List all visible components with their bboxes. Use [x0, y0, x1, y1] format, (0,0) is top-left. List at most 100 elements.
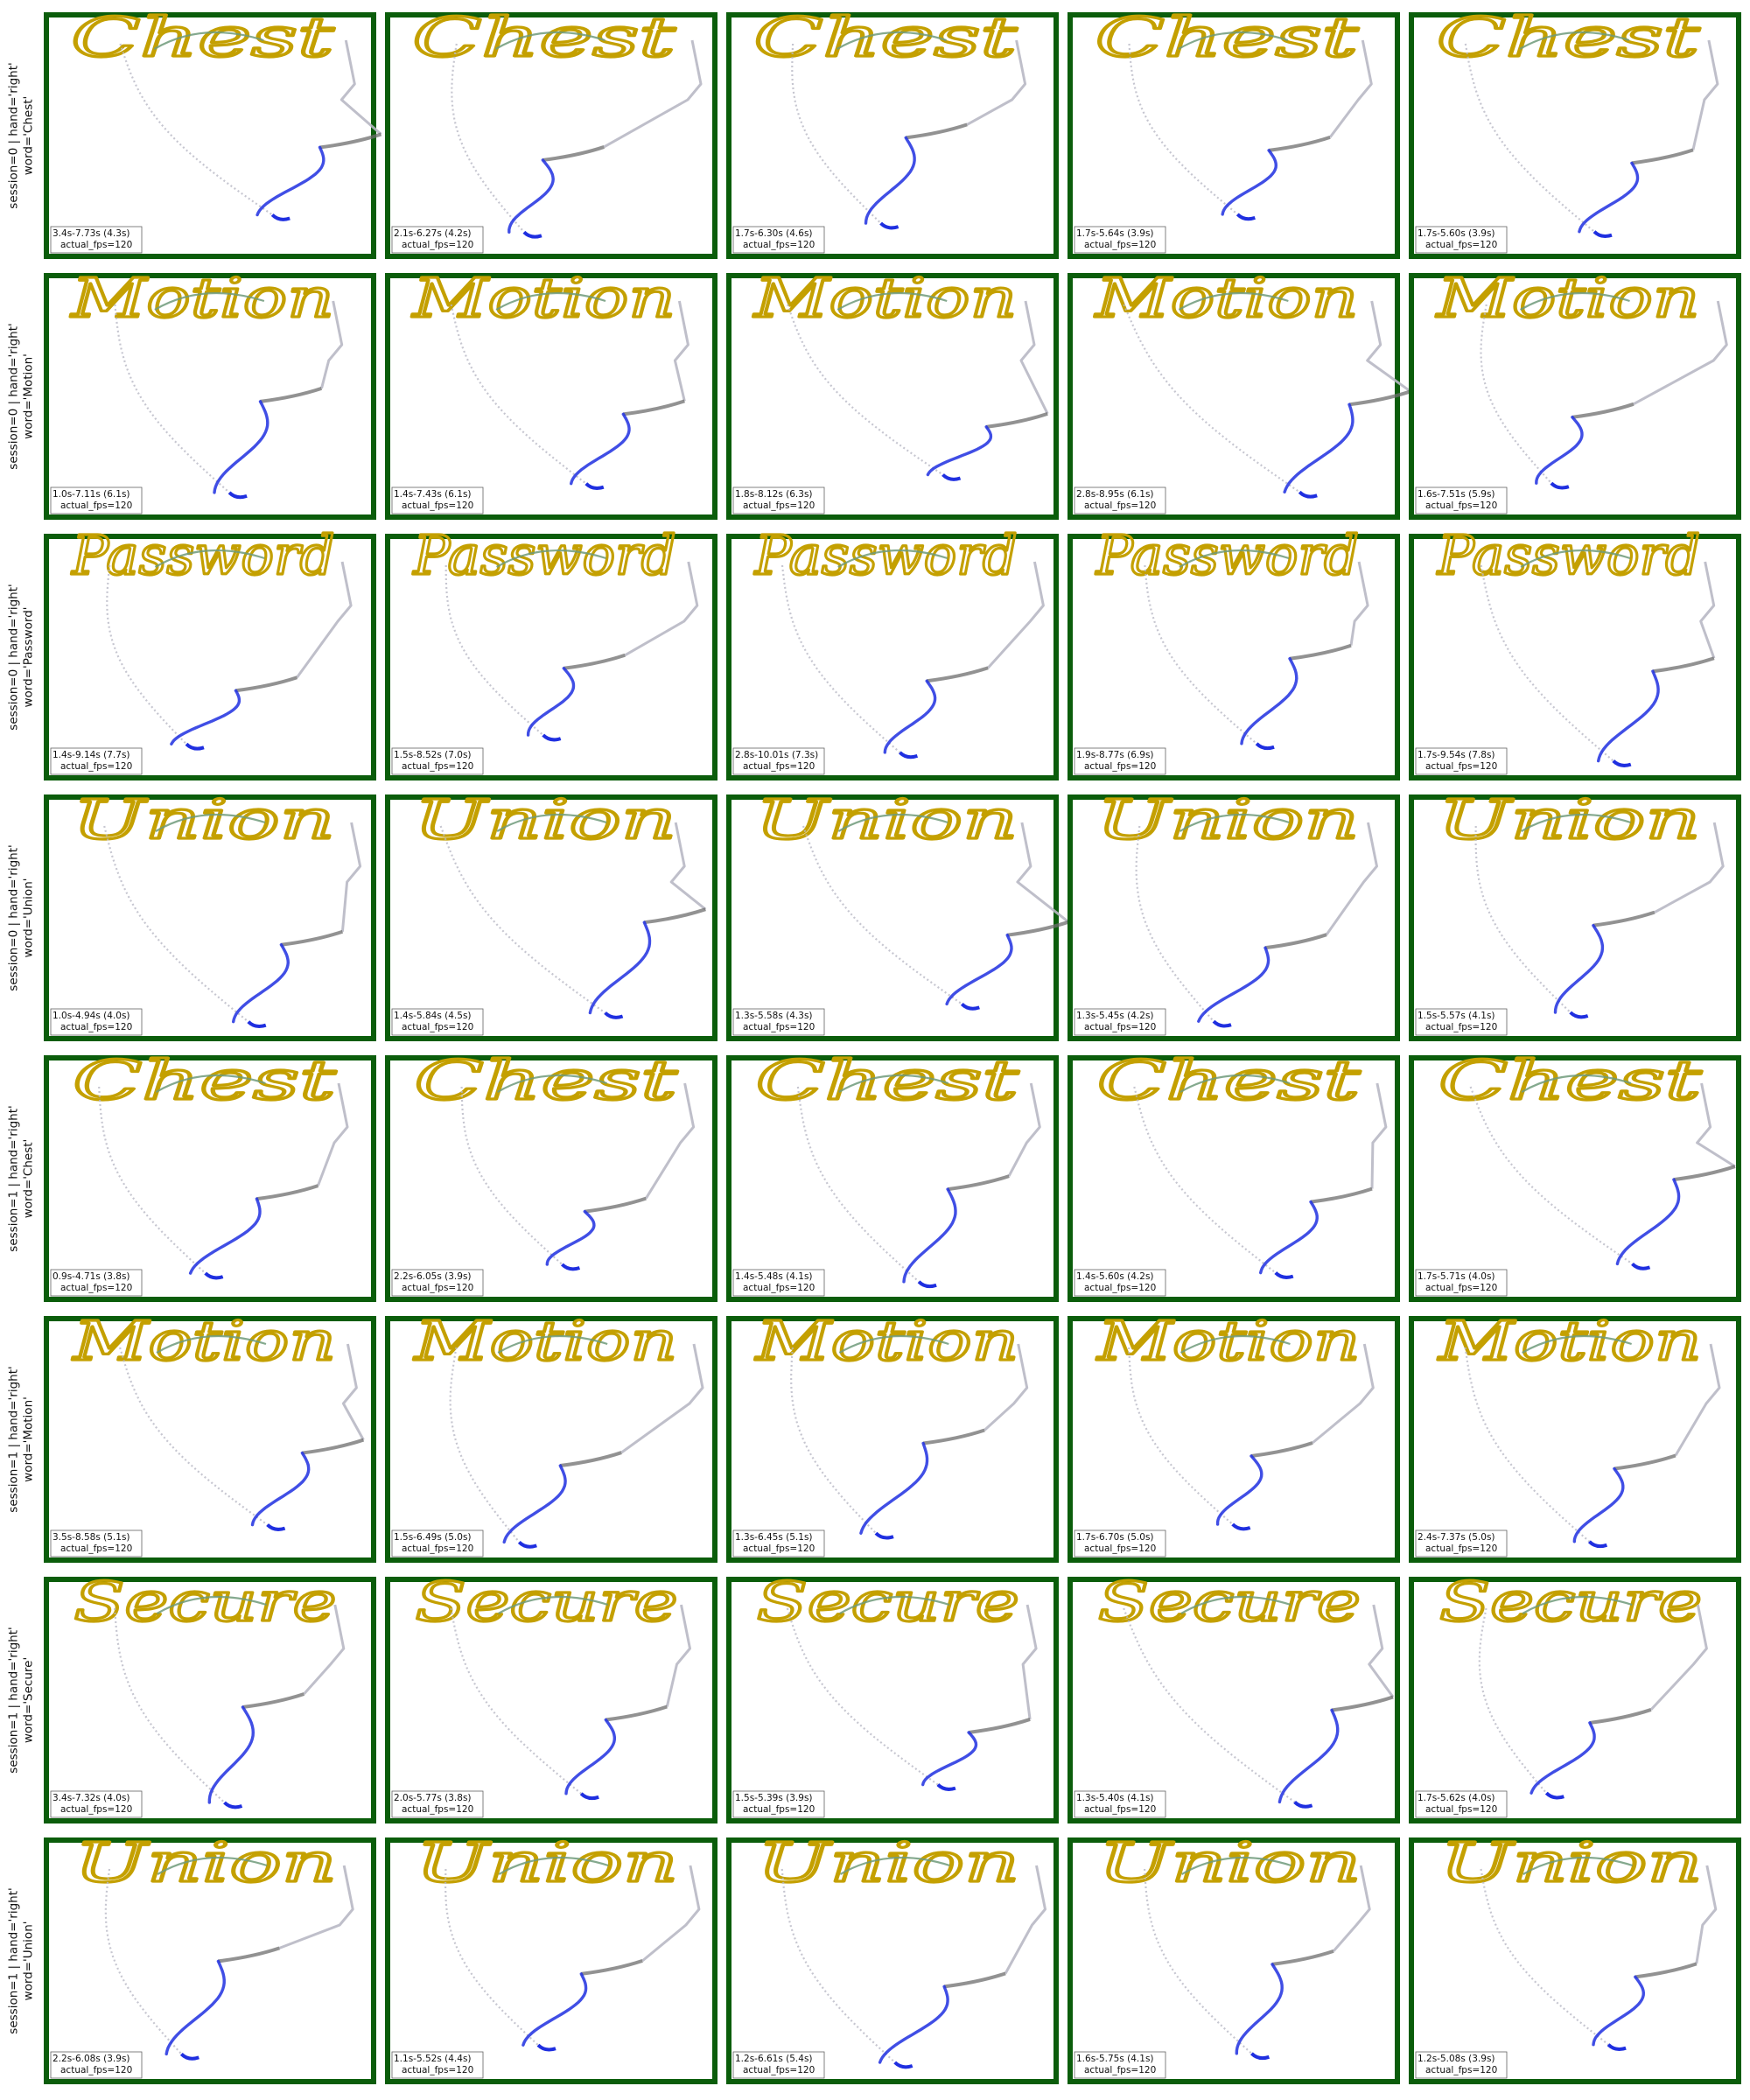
trajectory-transition-segment [985, 411, 1048, 429]
trajectory-approach-segment [526, 667, 576, 737]
fps-label: actual_fps=120 [402, 240, 473, 250]
trajectory-transition-segment [302, 1438, 365, 1455]
letter-connector-stroke [494, 31, 606, 50]
trajectory-approach-segment [1197, 946, 1270, 1023]
info-box [391, 1530, 484, 1558]
trajectory-approach-segment [1283, 402, 1354, 494]
trajectory-approach-segment [164, 1959, 226, 2056]
row-label-line2: word='Union' [22, 878, 37, 958]
trajectory-transition-segment [644, 907, 706, 925]
trajectory-travel-path [1464, 1347, 1591, 1543]
trajectory-approach-segment [859, 1441, 929, 1535]
handwritten-word-trace: Chest [1437, 5, 1699, 69]
trajectory-return-path [1696, 1082, 1736, 1168]
trajectory-tip-hook [936, 1783, 956, 1791]
handwritten-word-trace: Chest [415, 1048, 677, 1112]
trajectory-panel: Union 1.5s-5.57s (4.1s)actual_fps=120 [1409, 786, 1741, 1041]
trajectory-return-path [987, 561, 1045, 669]
letter-connector-stroke [156, 1334, 267, 1354]
trajectory-tip-hook [960, 1002, 980, 1011]
letter-connector-stroke [1521, 1074, 1632, 1093]
trajectory-approach-segment [250, 1451, 311, 1527]
trajectory-travel-path [780, 564, 901, 753]
time-range-label: 1.2s-5.08s (3.9s) [1418, 2054, 1495, 2064]
handwritten-word-trace: Motion [73, 1309, 336, 1373]
trajectory-return-path [1649, 1604, 1708, 1711]
time-range-label: 3.4s-7.73s (4.3s) [52, 228, 130, 239]
fps-label: actual_fps=120 [743, 2065, 815, 2076]
handwritten-word-trace: Secure [74, 1570, 337, 1634]
handwritten-word-trace: Union [757, 1830, 1019, 1894]
trajectory-panel: Chest 1.7s-6.30s (4.6s)actual_fps=120 [726, 4, 1059, 259]
trajectory-travel-path [796, 1086, 920, 1283]
trajectory-travel-path [103, 825, 249, 1023]
fps-label: actual_fps=120 [1425, 240, 1497, 250]
trajectory-transition-segment [1310, 1186, 1373, 1204]
trajectory-approach-segment [502, 1464, 567, 1544]
handwritten-word-trace: Union [1438, 788, 1701, 851]
row-label: session=0 | hand='right' word='Union' [2, 794, 42, 1041]
fps-label: actual_fps=120 [402, 761, 473, 772]
panel-frame [385, 1055, 718, 1302]
handwritten-word-trace: Chest [1097, 1048, 1360, 1112]
trajectory-return-path [1691, 39, 1719, 150]
handwritten-word-trace: Password [71, 523, 334, 587]
trajectory-approach-segment [522, 1972, 588, 2047]
letter-connector-stroke [154, 549, 265, 568]
trajectory-panel: Motion 1.5s-6.49s (5.0s)actual_fps=120 [385, 1307, 718, 1563]
panel-frame [44, 1055, 376, 1302]
trajectory-return-path [1699, 561, 1716, 659]
info-box [732, 1790, 825, 1818]
trajectory-tip-hook [879, 221, 900, 230]
info-box [1415, 747, 1508, 775]
trajectory-approach-segment [1278, 1708, 1340, 1804]
trajectory-transition-segment [218, 1946, 281, 1964]
letter-connector-stroke [837, 813, 948, 832]
time-range-label: 1.3s-5.58s (4.3s) [735, 1011, 813, 1021]
time-range-label: 1.7s-5.62s (4.0s) [1418, 1793, 1495, 1803]
info-box [732, 2051, 825, 2079]
handwritten-word-trace: Password [1096, 523, 1359, 587]
trajectory-approach-segment [564, 1718, 616, 1796]
panel-frame [1409, 794, 1741, 1041]
letter-connector-stroke [837, 549, 948, 568]
fps-label: actual_fps=120 [1425, 1283, 1497, 1293]
trajectory-transition-segment [542, 145, 605, 162]
fps-label: actual_fps=120 [1425, 761, 1497, 772]
info-box [732, 486, 825, 514]
trajectory-travel-path [802, 825, 962, 1005]
info-box [732, 1530, 825, 1558]
trajectory-transition-segment [256, 1184, 319, 1201]
trajectory-travel-path [104, 1868, 183, 2055]
trajectory-travel-path [1128, 1347, 1234, 1525]
trajectory-travel-path [790, 1347, 877, 1534]
trajectory-transition-segment [1614, 1453, 1676, 1471]
trajectory-panel: Union 1.2s-5.08s (3.9s)actual_fps=120 [1409, 1829, 1741, 2084]
time-range-label: 1.3s-5.40s (4.1s) [1076, 1793, 1154, 1803]
trajectory-approach-segment [945, 934, 1013, 1006]
info-box [50, 486, 143, 514]
time-range-label: 1.5s-5.39s (3.9s) [735, 1793, 813, 1803]
trajectory-tip-hook [1212, 1019, 1232, 1028]
handwritten-word-trace: Chest [71, 5, 333, 69]
trajectory-transition-segment [1271, 1949, 1334, 1966]
trajectory-tip-hook [874, 1531, 894, 1540]
letter-connector-stroke [1178, 31, 1289, 50]
trajectory-transition-segment [260, 386, 323, 403]
row-label-line1: session=1 | hand='right' [7, 1627, 22, 1774]
trajectory-travel-path [780, 1868, 896, 2063]
trajectory-tip-hook [1569, 1011, 1589, 1019]
handwritten-word-trace: Chest [756, 1048, 1018, 1112]
fps-label: actual_fps=120 [1425, 1544, 1497, 1554]
time-range-label: 1.2s-6.61s (5.4s) [735, 2054, 813, 2064]
panel-frame [385, 1838, 718, 2084]
trajectory-transition-segment [564, 653, 626, 670]
handwritten-word-trace: Motion [412, 266, 676, 330]
letter-connector-stroke [157, 1856, 268, 1875]
trajectory-panel: Secure 2.0s-5.77s (3.8s)actual_fps=120 [385, 1568, 718, 1824]
letter-connector-stroke [155, 813, 266, 832]
handwritten-word-trace: Union [73, 788, 335, 851]
trajectory-tip-hook [185, 742, 205, 751]
trajectory-approach-segment [1592, 1975, 1646, 2047]
panel-frame [726, 1838, 1059, 2084]
